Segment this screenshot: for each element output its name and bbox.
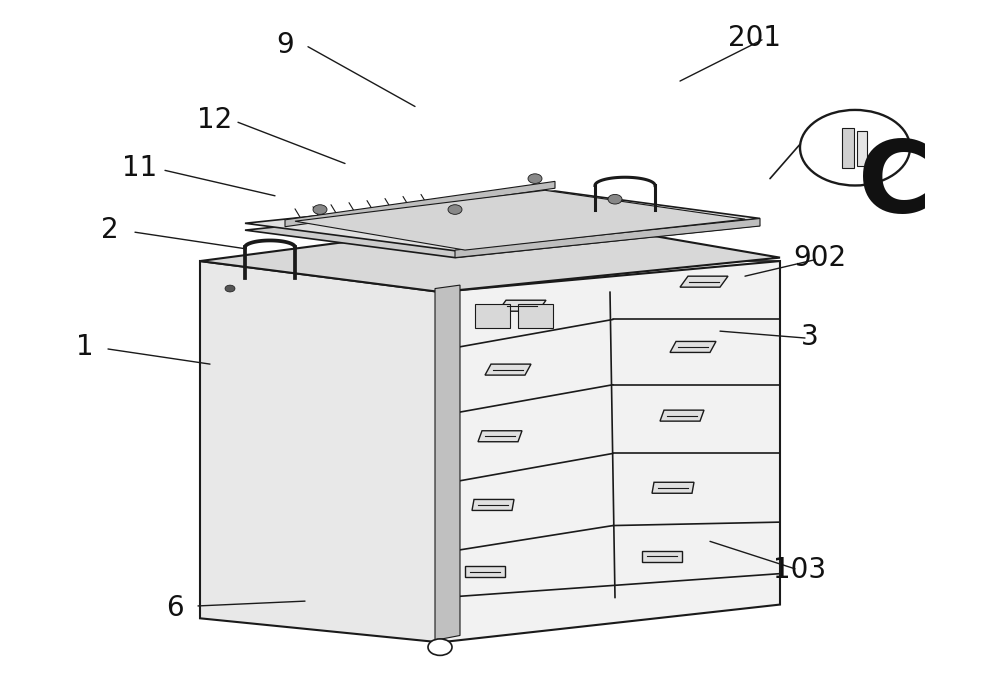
Circle shape: [608, 194, 622, 204]
Circle shape: [528, 174, 542, 183]
Polygon shape: [440, 261, 780, 642]
Text: 11: 11: [122, 155, 158, 182]
Bar: [857, 131, 867, 166]
Text: 1: 1: [76, 333, 94, 361]
Text: 2: 2: [101, 216, 119, 244]
Polygon shape: [465, 566, 505, 577]
Circle shape: [225, 285, 235, 292]
Text: 12: 12: [197, 106, 233, 134]
Text: 6: 6: [166, 594, 184, 622]
Polygon shape: [245, 198, 760, 258]
Polygon shape: [680, 276, 728, 287]
Polygon shape: [478, 431, 522, 442]
Polygon shape: [498, 300, 546, 311]
Bar: [475, 304, 510, 328]
Polygon shape: [200, 216, 780, 292]
Text: 201: 201: [728, 24, 782, 52]
Polygon shape: [652, 482, 694, 493]
Polygon shape: [455, 218, 760, 258]
Polygon shape: [245, 191, 760, 251]
Text: 103: 103: [773, 556, 827, 584]
Polygon shape: [435, 285, 460, 640]
Text: 3: 3: [801, 323, 819, 350]
Polygon shape: [485, 364, 531, 375]
Polygon shape: [472, 499, 514, 510]
Text: C: C: [858, 137, 932, 234]
Bar: [842, 128, 854, 168]
Text: 9: 9: [276, 31, 294, 58]
Circle shape: [313, 205, 327, 214]
Polygon shape: [670, 341, 716, 352]
Polygon shape: [642, 551, 682, 562]
Circle shape: [448, 205, 462, 214]
Polygon shape: [295, 190, 745, 250]
Circle shape: [800, 110, 910, 185]
Bar: [518, 304, 553, 328]
Polygon shape: [660, 410, 704, 421]
Text: 902: 902: [793, 244, 847, 271]
Circle shape: [428, 639, 452, 655]
Polygon shape: [200, 261, 440, 642]
Polygon shape: [285, 181, 555, 227]
